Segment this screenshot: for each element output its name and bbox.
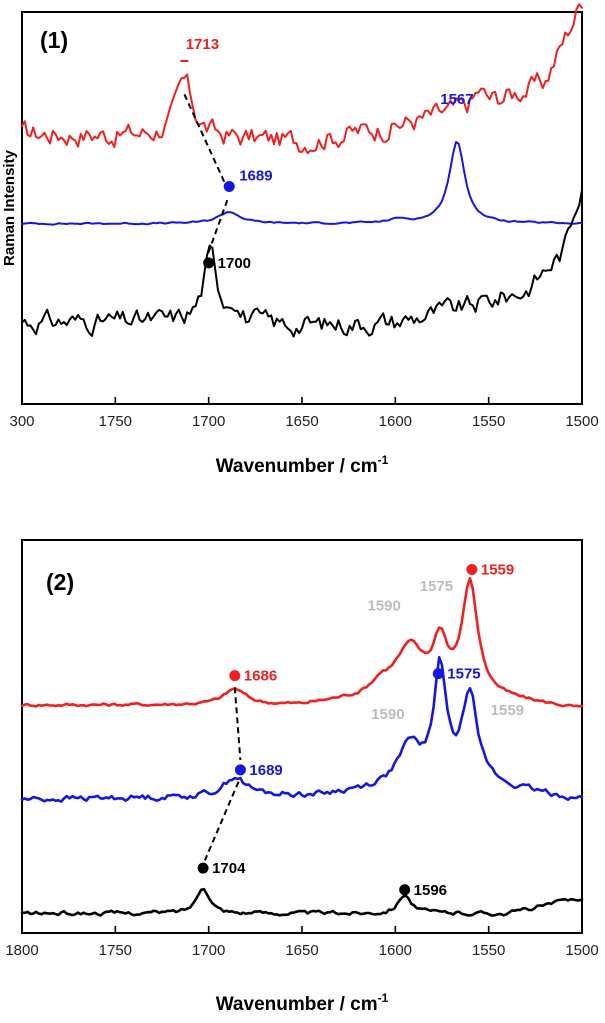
x-tick-label: 1750 bbox=[99, 413, 132, 430]
spectrum-line-black bbox=[20, 887, 584, 917]
spectrum-line-red bbox=[21, 3, 583, 155]
panel-2-x-axis-label-sup: -1 bbox=[378, 991, 389, 1005]
peak-marker-dot bbox=[223, 180, 235, 192]
panel-2-x-axis-label-main: Wavenumber / cm bbox=[216, 994, 378, 1015]
guide-dashed-line bbox=[204, 781, 240, 861]
peak-label: 1575 bbox=[447, 666, 480, 683]
peak-marker-dot bbox=[234, 764, 246, 776]
peak-label: 1559 bbox=[491, 702, 524, 719]
guide-dashed-line bbox=[205, 199, 229, 258]
panel-1-x-axis-label-sup: -1 bbox=[378, 453, 389, 467]
peak-label: 1704 bbox=[212, 860, 246, 877]
peak-label: 1700 bbox=[218, 255, 251, 272]
peak-label: 1559 bbox=[481, 561, 514, 578]
peak-label: 1567 bbox=[440, 91, 473, 108]
peak-label: 1575 bbox=[420, 578, 453, 595]
x-tick-label: 1550 bbox=[472, 413, 505, 430]
peak-label: 1689 bbox=[249, 762, 282, 779]
x-tick-label: 1700 bbox=[192, 942, 225, 959]
spectrum-line-blue bbox=[20, 656, 584, 803]
panel-1-series bbox=[21, 3, 583, 338]
peak-label: 1713 bbox=[186, 36, 219, 53]
panel-1-x-ticks: 300 1750 1700 1650 1600 1550 1500 bbox=[9, 397, 599, 430]
peak-label: 1686 bbox=[244, 668, 277, 685]
spectrum-line-blue bbox=[21, 141, 583, 226]
peak-marker-dot bbox=[229, 670, 241, 682]
panel-1-label: (1) bbox=[40, 27, 68, 53]
peak-marker-dot bbox=[432, 668, 444, 680]
x-tick-label: 1500 bbox=[565, 942, 598, 959]
panel-2: (2) 1800 1750 1700 1650 1600 1550 1500 1559 157… bbox=[5, 539, 599, 1015]
peak-label: 1596 bbox=[414, 882, 447, 899]
peak-marker-dot bbox=[197, 862, 209, 874]
spectrum-line-red bbox=[20, 577, 584, 708]
panel-2-x-axis-label: Wavenumber / cm-1 bbox=[216, 991, 389, 1015]
panel-1-guide-lines bbox=[183, 93, 229, 258]
spectrum-line-black bbox=[21, 189, 583, 338]
x-tick-label: 1500 bbox=[565, 413, 598, 430]
x-tick-label: 1650 bbox=[285, 942, 318, 959]
panel-2-label: (2) bbox=[46, 569, 74, 595]
panel-2-frame bbox=[21, 539, 583, 934]
panel-2-guide-lines bbox=[204, 687, 242, 861]
panel-2-x-ticks: 1800 1750 1700 1650 1600 1550 1500 bbox=[5, 926, 599, 959]
x-tick-label: 1800 bbox=[5, 942, 38, 959]
guide-dashed-line bbox=[233, 687, 242, 761]
x-tick-label: 1650 bbox=[285, 413, 318, 430]
guide-dashed-line bbox=[183, 93, 227, 185]
x-tick-label: 300 bbox=[9, 413, 34, 430]
panel-1: (1) Raman Intensity 300 1750 1700 1650 1600 1… bbox=[1, 3, 599, 477]
x-tick-label: 1750 bbox=[99, 942, 132, 959]
panel-1-x-axis-label: Wavenumber / cm-1 bbox=[216, 453, 389, 477]
panel-1-annotations: 1713 1567 1689 1700 bbox=[180, 36, 474, 272]
peak-marker-dot bbox=[466, 563, 478, 575]
peak-label: 1689 bbox=[239, 167, 272, 184]
x-tick-label: 1550 bbox=[472, 942, 505, 959]
panel-2-series bbox=[20, 577, 584, 917]
panel-1-frame bbox=[21, 11, 583, 405]
peak-marker-dot bbox=[399, 884, 411, 896]
peak-label: 1590 bbox=[371, 706, 404, 723]
panel-1-y-axis-label: Raman Intensity bbox=[1, 149, 18, 266]
peak-label: 1590 bbox=[367, 598, 400, 615]
x-tick-label: 1700 bbox=[192, 413, 225, 430]
peak-marker-dot bbox=[203, 257, 215, 269]
panel-1-x-axis-label-main: Wavenumber / cm bbox=[216, 456, 378, 477]
panel-2-annotations: 1559 1575 1590 1686 1575 1590 1559 1689 1704 1596 bbox=[197, 561, 524, 899]
x-tick-label: 1600 bbox=[379, 942, 412, 959]
x-tick-label: 1600 bbox=[379, 413, 412, 430]
